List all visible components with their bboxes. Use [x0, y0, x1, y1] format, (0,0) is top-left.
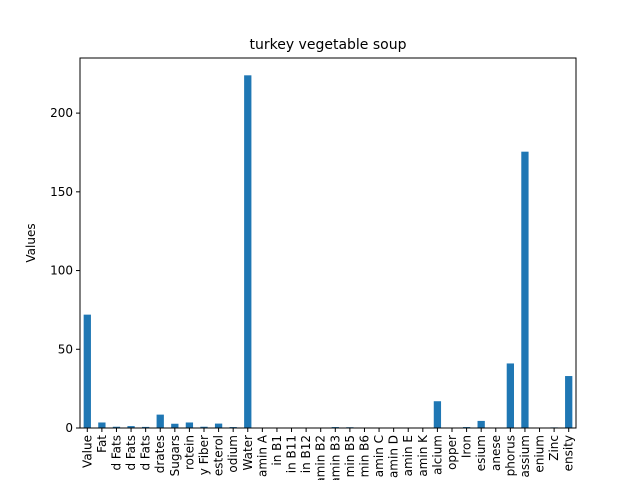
x-tick-label: Water — [241, 435, 255, 471]
x-tick-label: Zinc — [547, 435, 561, 461]
x-tick-label: min B5 — [343, 435, 357, 477]
bar — [244, 75, 252, 428]
bar — [142, 426, 150, 428]
bar — [521, 151, 529, 428]
x-tick-label: Value — [80, 435, 94, 468]
x-tick-label: odium — [226, 435, 240, 473]
bar — [214, 423, 223, 428]
x-tick-label: in B1 — [270, 435, 284, 466]
x-tick-label: ensity — [562, 435, 576, 471]
bar — [156, 414, 164, 428]
y-axis-label: Values — [24, 223, 38, 262]
bars-group — [83, 75, 573, 428]
y-tick-label: 200 — [50, 106, 73, 120]
x-tick-label: Fat — [95, 435, 109, 453]
x-tick-label: esterol — [212, 435, 226, 476]
bar — [433, 401, 442, 428]
x-tick-label: anese — [489, 435, 503, 471]
x-tick-label: d Fats — [124, 435, 138, 471]
bar — [185, 422, 194, 428]
x-tick-label: phorus — [503, 435, 517, 476]
x-tick-label: d Fats — [109, 435, 123, 471]
x-tick-label: in B11 — [285, 435, 299, 473]
bar — [565, 376, 573, 428]
bar — [83, 314, 91, 428]
bar — [127, 426, 135, 428]
x-tick-label: amin A — [255, 434, 269, 477]
bar — [112, 426, 121, 428]
x-tick-label: amin E — [401, 435, 415, 476]
x-tick-label: y Fiber — [197, 435, 211, 475]
bar — [200, 426, 208, 428]
x-tick-label: Iron — [460, 435, 474, 458]
y-axis: 0 50 100 150 200 — [50, 106, 80, 435]
x-tick-label: min B6 — [357, 435, 371, 477]
x-tick-label: drates — [153, 435, 167, 473]
y-tick-label: 150 — [50, 185, 73, 199]
x-tick-label: opper — [445, 435, 459, 470]
x-tick-label: amin D — [387, 435, 401, 478]
y-tick-label: 100 — [50, 264, 73, 278]
y-tick-label: 50 — [58, 342, 73, 356]
x-tick-label: amin B2 — [314, 435, 328, 480]
x-tick-label: esium — [474, 435, 488, 471]
bar — [98, 422, 106, 428]
bar — [506, 363, 514, 428]
plot-frame — [79, 57, 577, 429]
chart-title: turkey vegetable soup — [249, 37, 406, 53]
x-tick-label: Sugars — [168, 435, 182, 476]
x-tick-label: amin B3 — [328, 435, 342, 480]
y-tick-label: 0 — [65, 421, 73, 435]
bar — [171, 423, 179, 428]
bar — [477, 420, 485, 428]
x-tick-label: d Fats — [139, 435, 153, 471]
x-axis: Value Fat d Fats d Fats d Fats drates Sugars ro… — [80, 428, 576, 480]
x-tick-label: alcium — [430, 435, 444, 475]
x-tick-label: rotein — [182, 435, 196, 470]
x-tick-label: amin K — [416, 434, 430, 477]
x-tick-label: amin C — [372, 435, 386, 477]
x-tick-label: enium — [533, 435, 547, 473]
x-tick-label: in B12 — [299, 435, 313, 473]
x-tick-label: assium — [518, 435, 532, 478]
